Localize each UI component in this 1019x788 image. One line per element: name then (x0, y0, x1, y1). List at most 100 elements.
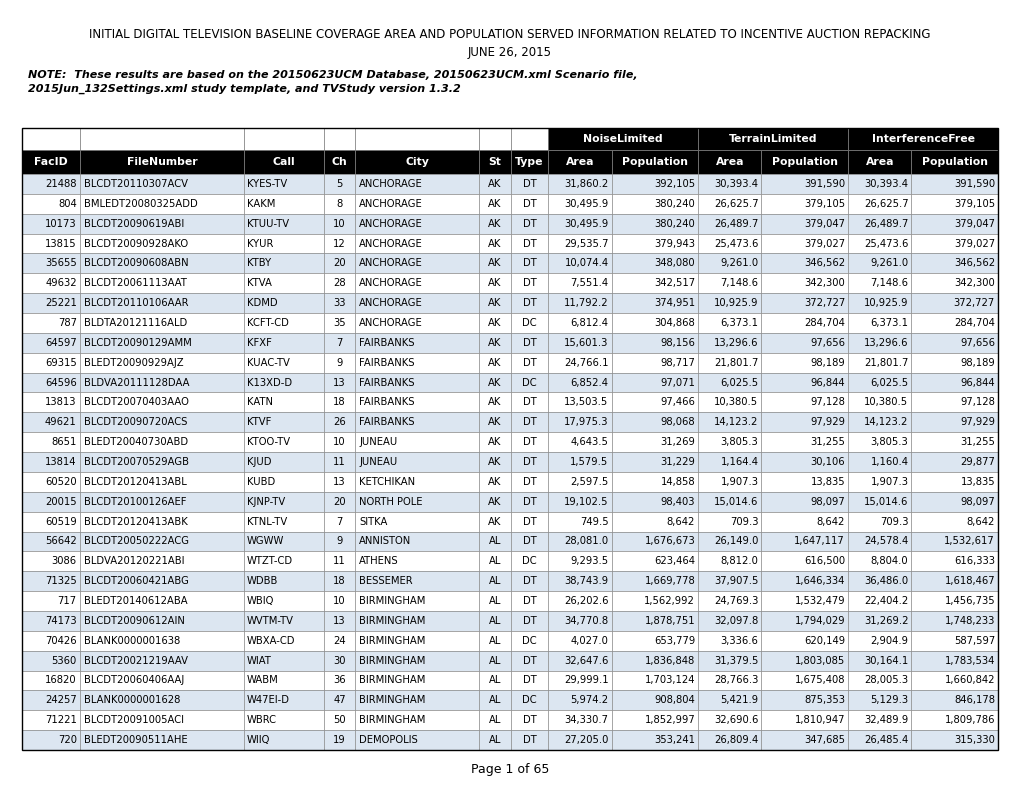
Bar (911, 412, 997, 432)
Bar (324, 611, 355, 631)
Text: WIIQ: WIIQ (247, 735, 270, 745)
Text: BLCDT20060421ABG: BLCDT20060421ABG (84, 576, 189, 586)
Text: 31,255: 31,255 (959, 437, 994, 447)
Text: AL: AL (488, 656, 500, 666)
Text: 5360: 5360 (51, 656, 76, 666)
Text: 32,647.6: 32,647.6 (564, 656, 608, 666)
Text: KUAC-TV: KUAC-TV (247, 358, 289, 368)
Bar (611, 730, 698, 750)
Bar (511, 452, 548, 472)
Bar (22, 651, 79, 671)
Bar (244, 273, 324, 293)
Text: AK: AK (488, 239, 501, 248)
Bar (548, 710, 611, 730)
Text: DEMOPOLIS: DEMOPOLIS (359, 735, 418, 745)
Bar (548, 194, 611, 214)
Bar (355, 532, 479, 552)
Bar (79, 671, 244, 690)
Bar (611, 174, 698, 194)
Text: 13,503.5: 13,503.5 (564, 397, 608, 407)
Text: 1,456,735: 1,456,735 (944, 596, 994, 606)
Bar (698, 671, 761, 690)
Bar (548, 214, 611, 233)
Text: 10: 10 (333, 218, 345, 229)
Text: 1,878,751: 1,878,751 (644, 616, 695, 626)
Text: SITKA: SITKA (359, 517, 387, 526)
Bar (611, 452, 698, 472)
Text: 26,149.0: 26,149.0 (713, 537, 758, 546)
Text: 1,836,848: 1,836,848 (644, 656, 695, 666)
Text: 1,532,479: 1,532,479 (794, 596, 845, 606)
Bar (355, 293, 479, 313)
Bar (761, 353, 847, 373)
Bar (511, 611, 548, 631)
Text: WBXA-CD: WBXA-CD (247, 636, 296, 645)
Bar (698, 150, 761, 174)
Bar (355, 194, 479, 214)
Text: 70426: 70426 (45, 636, 76, 645)
Bar (511, 591, 548, 611)
Text: DT: DT (522, 576, 536, 586)
Bar (22, 611, 79, 631)
Text: BLEDT20090929AJZ: BLEDT20090929AJZ (84, 358, 183, 368)
Text: DT: DT (522, 675, 536, 686)
Text: 30,393.4: 30,393.4 (713, 179, 758, 189)
Bar (479, 511, 511, 532)
Bar (244, 710, 324, 730)
Bar (761, 412, 847, 432)
Bar (244, 333, 324, 353)
Text: DT: DT (522, 437, 536, 447)
Bar (847, 273, 911, 293)
Bar (847, 651, 911, 671)
Bar (911, 353, 997, 373)
Bar (355, 591, 479, 611)
Bar (511, 710, 548, 730)
Bar (698, 194, 761, 214)
Text: 348,080: 348,080 (654, 258, 695, 269)
Bar (324, 353, 355, 373)
Bar (698, 571, 761, 591)
Bar (761, 150, 847, 174)
Text: AK: AK (488, 496, 501, 507)
Bar (548, 373, 611, 392)
Bar (911, 373, 997, 392)
Text: NORTH POLE: NORTH POLE (359, 496, 422, 507)
Bar (479, 710, 511, 730)
Text: ANCHORAGE: ANCHORAGE (359, 239, 423, 248)
Text: 10,925.9: 10,925.9 (713, 298, 758, 308)
Bar (22, 128, 79, 150)
Text: BLCDT20120413ABK: BLCDT20120413ABK (84, 517, 187, 526)
Text: 380,240: 380,240 (654, 218, 695, 229)
Text: 1,647,117: 1,647,117 (794, 537, 845, 546)
Text: Population: Population (921, 157, 986, 167)
Text: 10,925.9: 10,925.9 (863, 298, 908, 308)
Text: 11: 11 (333, 457, 345, 467)
Text: 15,601.3: 15,601.3 (564, 338, 608, 348)
Bar (79, 313, 244, 333)
Bar (355, 472, 479, 492)
Bar (511, 472, 548, 492)
Text: BLANK0000001628: BLANK0000001628 (84, 695, 180, 705)
Text: 7,148.6: 7,148.6 (719, 278, 758, 288)
Bar (511, 353, 548, 373)
Bar (511, 313, 548, 333)
Text: DT: DT (522, 517, 536, 526)
Text: 20: 20 (333, 496, 345, 507)
Bar (911, 492, 997, 511)
Bar (611, 631, 698, 651)
Text: 13,835: 13,835 (960, 477, 994, 487)
Text: AK: AK (488, 397, 501, 407)
Bar (355, 492, 479, 511)
Bar (761, 333, 847, 353)
Bar (324, 571, 355, 591)
Text: ANCHORAGE: ANCHORAGE (359, 318, 423, 328)
Bar (911, 651, 997, 671)
Text: 24,578.4: 24,578.4 (863, 537, 908, 546)
Bar (548, 174, 611, 194)
Bar (479, 353, 511, 373)
Bar (324, 412, 355, 432)
Text: 14,858: 14,858 (660, 477, 695, 487)
Text: 346,562: 346,562 (953, 258, 994, 269)
Text: 787: 787 (58, 318, 76, 328)
Bar (698, 611, 761, 631)
